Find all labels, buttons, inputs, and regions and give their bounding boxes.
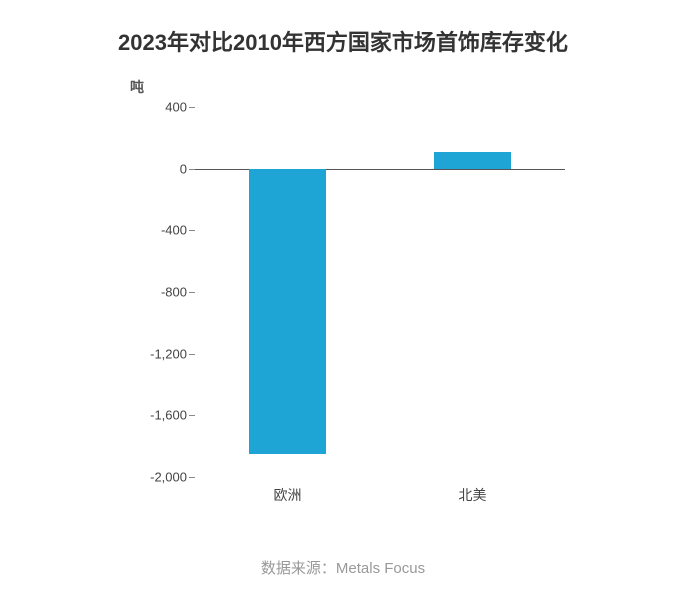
y-tick-mark (189, 107, 195, 108)
y-tick-mark (189, 292, 195, 293)
y-axis-unit: 吨 (130, 77, 144, 97)
y-tick-label: 400 (165, 100, 187, 115)
data-source: 数据来源：Metals Focus (0, 557, 686, 578)
chart-container: 吨 4000-400-800-1,200-1,600-2,000欧洲北美 (100, 77, 620, 507)
y-tick-mark (189, 477, 195, 478)
y-tick-label: -2,000 (150, 470, 187, 485)
bar (249, 169, 327, 454)
chart-title: 2023年对比2010年西方国家市场首饰库存变化 (0, 0, 686, 67)
plot-area: 4000-400-800-1,200-1,600-2,000欧洲北美 (195, 107, 565, 477)
source-prefix: 数据来源： (261, 560, 336, 577)
y-tick-label: -400 (161, 223, 187, 238)
x-category-label: 北美 (459, 485, 487, 505)
y-tick-label: -1,600 (150, 408, 187, 423)
y-tick-mark (189, 354, 195, 355)
source-name: Metals Focus (336, 560, 425, 577)
bar (434, 152, 512, 169)
x-category-label: 欧洲 (274, 485, 302, 505)
y-tick-label: 0 (180, 161, 187, 176)
y-tick-label: -1,200 (150, 346, 187, 361)
y-tick-mark (189, 230, 195, 231)
y-tick-mark (189, 415, 195, 416)
y-tick-label: -800 (161, 285, 187, 300)
